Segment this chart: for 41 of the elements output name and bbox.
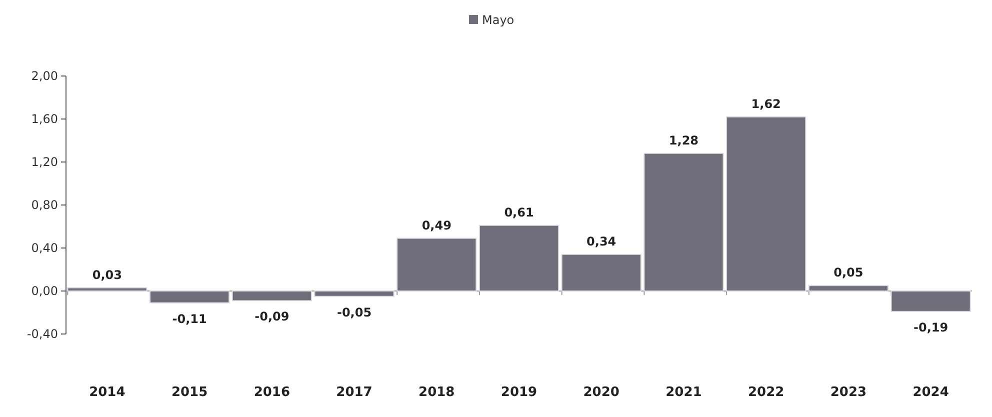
bar bbox=[396, 238, 477, 292]
bar bbox=[67, 287, 148, 292]
x-tick-label: 2014 bbox=[89, 385, 126, 400]
data-label: 0,05 bbox=[834, 266, 864, 280]
data-label: 1,62 bbox=[751, 96, 781, 111]
data-label: 0,61 bbox=[504, 205, 534, 220]
x-tick-label: 2016 bbox=[254, 385, 290, 400]
x-tick-label: 2015 bbox=[171, 385, 208, 400]
data-label: -0,05 bbox=[336, 305, 372, 320]
y-tick-label: 1,20 bbox=[31, 155, 58, 170]
data-label: 1,28 bbox=[668, 133, 699, 148]
bar bbox=[726, 116, 806, 292]
y-tick-label: 0,00 bbox=[31, 284, 58, 298]
x-tick-label: 2019 bbox=[500, 385, 538, 400]
y-tick-label: 1,60 bbox=[31, 112, 58, 126]
data-label: 0,34 bbox=[586, 234, 616, 248]
data-label: -0,19 bbox=[914, 320, 948, 334]
data-label: -0,11 bbox=[172, 312, 207, 326]
x-tick-label: 2021 bbox=[666, 385, 702, 400]
x-tick-label: 2020 bbox=[583, 385, 620, 400]
y-tick-label: 2,00 bbox=[31, 69, 58, 84]
bar bbox=[808, 285, 888, 292]
x-tick-label: 2023 bbox=[830, 385, 867, 400]
data-label: 0,49 bbox=[422, 218, 452, 232]
bar bbox=[314, 290, 394, 297]
bar bbox=[561, 254, 642, 292]
y-tick-label: -0,40 bbox=[26, 327, 58, 342]
bar bbox=[644, 152, 724, 292]
legend-label: Mayo bbox=[482, 13, 514, 27]
x-tick-label: 2024 bbox=[912, 385, 949, 400]
data-label: -0,09 bbox=[254, 310, 290, 324]
bar bbox=[890, 290, 971, 312]
bar bbox=[232, 290, 312, 302]
x-tick-label: 2022 bbox=[748, 385, 784, 400]
data-label: 0,03 bbox=[92, 268, 122, 282]
y-tick-label: 0,80 bbox=[31, 198, 58, 212]
x-tick-label: 2018 bbox=[418, 385, 455, 400]
y-tick-label: 0,40 bbox=[31, 241, 58, 256]
bar bbox=[478, 224, 560, 292]
bar bbox=[150, 290, 230, 304]
x-tick-label: 2017 bbox=[336, 385, 372, 400]
